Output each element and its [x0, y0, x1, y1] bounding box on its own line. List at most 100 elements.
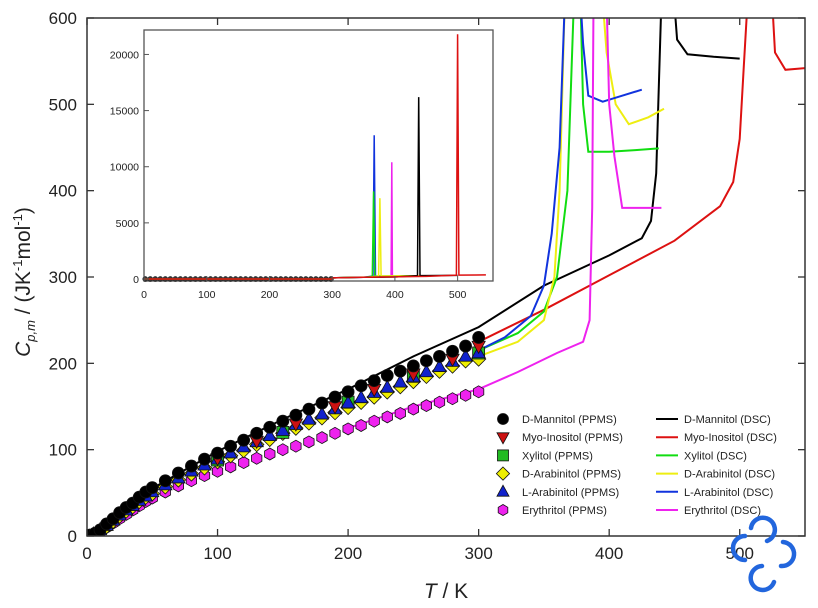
inset-y-tick-label: 5000 [116, 218, 140, 230]
data-point [368, 414, 380, 428]
data-point [171, 466, 185, 480]
y-tick-label: 500 [49, 95, 77, 114]
data-point [419, 363, 434, 378]
data-point [238, 456, 250, 470]
series-markers-4 [88, 344, 486, 536]
x-axis-title: T / K [424, 580, 468, 603]
data-point [406, 359, 420, 373]
publisher-logo-icon [730, 515, 797, 593]
data-point [328, 390, 342, 404]
series-line-7 [478, 18, 805, 343]
inset-y-tick-label: 10000 [110, 162, 139, 174]
data-point [276, 414, 290, 428]
data-point [379, 379, 395, 393]
data-point [394, 406, 406, 420]
data-point [211, 446, 224, 460]
main-plot-area [87, 18, 805, 536]
legend-label: Erythritol (DSC) [684, 505, 761, 517]
data-point [185, 459, 198, 473]
data-point [316, 431, 328, 445]
data-point [459, 339, 472, 353]
data-point [224, 439, 238, 453]
inset-x-tick-label: 100 [198, 289, 216, 301]
data-point [472, 385, 485, 399]
legend-label: D-Mannitol (DSC) [684, 414, 771, 426]
legend-marker [497, 449, 509, 462]
inset-frame [143, 29, 494, 282]
legend-marker [497, 413, 509, 425]
legend-marker [496, 432, 510, 445]
legend-label: Myo-Inositol (PPMS) [522, 432, 623, 444]
data-point [459, 388, 472, 402]
legend-marker [495, 466, 511, 481]
y-tick-label: 300 [49, 268, 77, 287]
inset-y-tick-label: 20000 [110, 49, 139, 61]
data-point [340, 395, 356, 409]
series-line-10 [478, 18, 643, 352]
legend-label: Myo-Inositol (DSC) [684, 432, 777, 444]
data-point [393, 374, 408, 388]
legend-label: Xylitol (DSC) [684, 450, 747, 462]
data-point [251, 451, 263, 465]
data-point [314, 406, 330, 420]
data-point [433, 395, 446, 409]
data-point [290, 439, 302, 453]
inset-x-tick-label: 200 [261, 289, 279, 301]
y-tick-label: 0 [68, 527, 77, 546]
data-point [341, 385, 355, 399]
data-point [237, 433, 251, 447]
inset-y-tick-label: 0 [133, 274, 139, 286]
data-point [381, 410, 393, 424]
data-point [393, 364, 407, 378]
legend [495, 413, 511, 516]
legend-label: L-Arabinitol (DSC) [684, 487, 773, 499]
data-point [353, 389, 369, 404]
series-markers-0 [87, 331, 486, 536]
x-tick-label: 400 [595, 544, 623, 563]
legend-marker [496, 484, 510, 497]
y-axis-title: Cp,m / (JK-1mol-1) [10, 207, 38, 357]
data-point [432, 358, 447, 372]
data-point [342, 422, 354, 436]
data-point [472, 331, 486, 344]
legend-label: D-Arabinitol (PPMS) [522, 469, 621, 481]
y-tick-label: 200 [49, 354, 77, 373]
data-point [211, 464, 224, 478]
data-point [367, 374, 381, 388]
data-point [301, 411, 317, 425]
legend-label: D-Mannitol (PPMS) [522, 414, 617, 426]
data-point [420, 399, 433, 413]
inset-x-tick-label: 500 [449, 289, 467, 301]
data-point [407, 402, 420, 416]
data-point [224, 460, 237, 474]
data-point [262, 427, 278, 442]
y-tick-label: 600 [49, 9, 77, 28]
data-point [446, 344, 459, 358]
x-tick-label: 100 [203, 544, 231, 563]
y-tick-label: 400 [49, 182, 77, 201]
data-point [145, 481, 159, 495]
data-point [446, 392, 459, 406]
x-tick-label: 200 [334, 544, 362, 563]
inset-y-tick-label: 15000 [110, 106, 139, 118]
legend-marker [497, 504, 509, 516]
inset-x-tick-label: 300 [323, 289, 341, 301]
data-point [289, 408, 303, 422]
x-tick-label: 300 [464, 544, 492, 563]
series-line-8 [478, 18, 659, 352]
data-point [354, 379, 368, 393]
legend-label: L-Arabinitol (PPMS) [522, 487, 619, 499]
inset-x-tick-label: 0 [141, 289, 147, 301]
data-point [303, 435, 315, 449]
series-line-9 [478, 18, 665, 358]
data-point [277, 443, 289, 457]
data-point [198, 452, 211, 466]
data-point [302, 402, 316, 416]
legend-label: Erythritol (PPMS) [522, 505, 607, 517]
data-point [250, 426, 264, 440]
data-point [263, 420, 277, 434]
data-point [420, 354, 433, 368]
data-point [380, 369, 394, 382]
legend-label: Xylitol (PPMS) [522, 450, 593, 462]
